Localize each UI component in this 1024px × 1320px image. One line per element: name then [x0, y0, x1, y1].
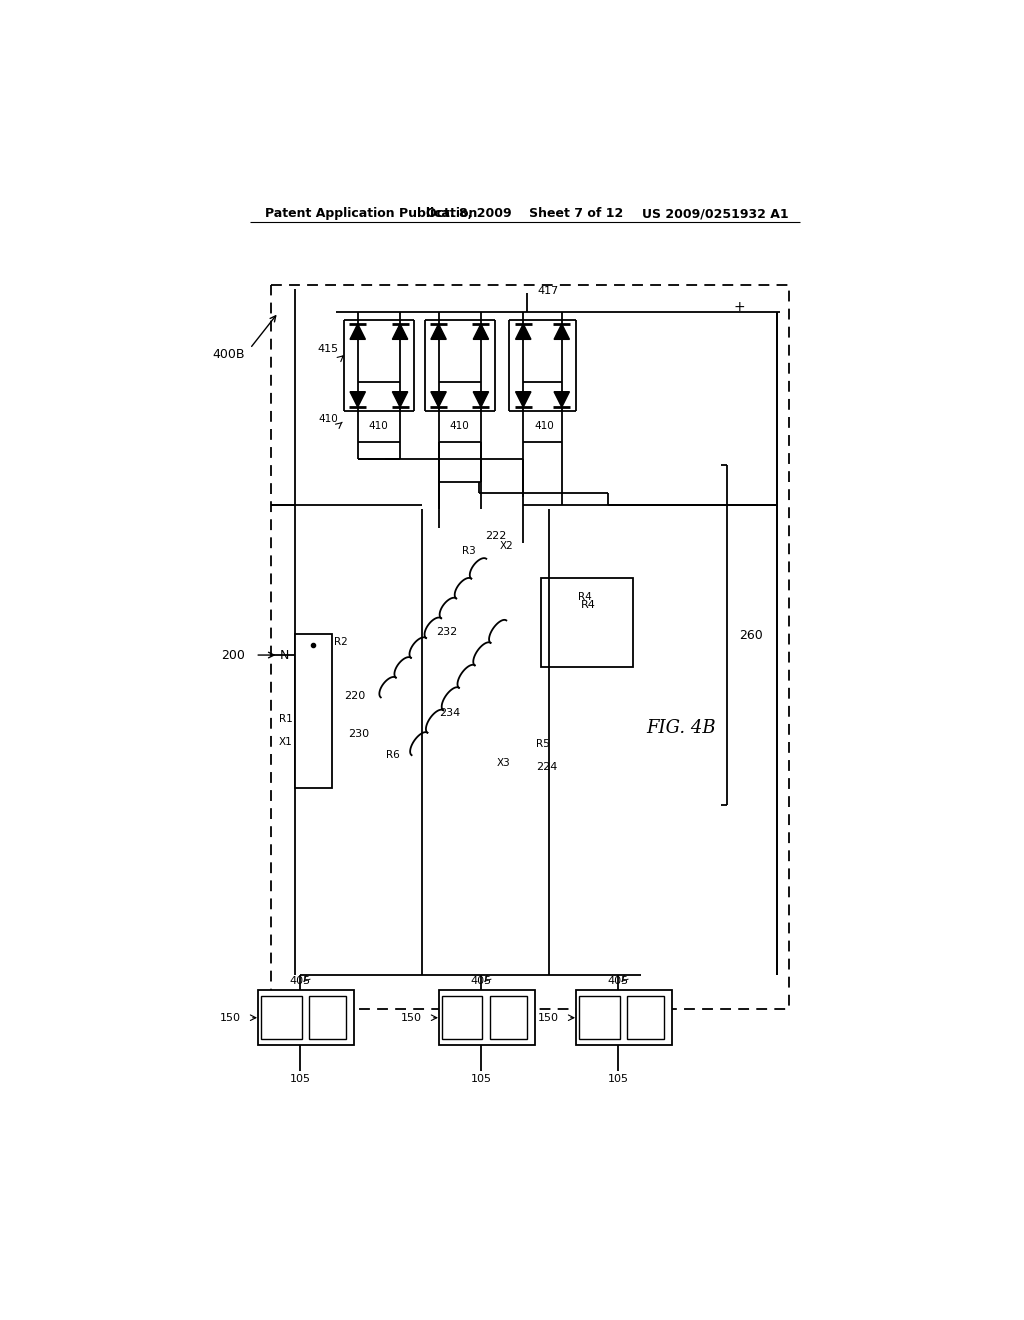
Polygon shape	[392, 323, 408, 339]
Text: 230: 230	[348, 730, 370, 739]
Bar	[309, 997, 346, 1039]
Polygon shape	[473, 323, 488, 339]
Text: FIG. 4B: FIG. 4B	[646, 719, 716, 737]
Bar	[271, 285, 788, 1010]
Polygon shape	[350, 392, 366, 407]
Text: 415: 415	[317, 345, 339, 354]
Text: US 2009/0251932 A1: US 2009/0251932 A1	[642, 207, 788, 220]
Polygon shape	[473, 392, 488, 407]
Text: X3: X3	[497, 758, 510, 768]
Text: R1: R1	[279, 714, 292, 723]
Text: 410: 410	[450, 421, 469, 430]
Text: 405: 405	[290, 975, 310, 986]
Text: 405: 405	[607, 975, 629, 986]
Text: 105: 105	[470, 1073, 492, 1084]
Polygon shape	[431, 392, 446, 407]
Text: 405: 405	[470, 975, 492, 986]
Text: X1: X1	[279, 737, 292, 747]
Polygon shape	[350, 323, 366, 339]
Text: Oct. 8, 2009    Sheet 7 of 12: Oct. 8, 2009 Sheet 7 of 12	[426, 207, 624, 220]
Text: 150: 150	[538, 1012, 559, 1023]
Text: R6: R6	[386, 750, 400, 760]
Text: R2: R2	[334, 638, 347, 647]
Bar	[541, 578, 634, 667]
Text: R4: R4	[582, 601, 596, 610]
Text: 105: 105	[290, 1073, 310, 1084]
Polygon shape	[554, 392, 569, 407]
Text: R3: R3	[462, 546, 475, 556]
Text: +: +	[733, 300, 744, 314]
Text: X2: X2	[500, 541, 514, 550]
Text: 105: 105	[607, 1073, 629, 1084]
Text: Patent Application Publication: Patent Application Publication	[265, 207, 477, 220]
Text: 417: 417	[538, 286, 558, 296]
Text: 150: 150	[400, 1012, 422, 1023]
Text: 410: 410	[535, 421, 554, 430]
Polygon shape	[515, 323, 531, 339]
Bar	[258, 990, 354, 1045]
Bar	[261, 997, 301, 1039]
Text: 150: 150	[220, 1012, 241, 1023]
Bar	[575, 990, 672, 1045]
Text: 234: 234	[439, 708, 461, 718]
Text: 200: 200	[220, 648, 245, 661]
Bar	[442, 997, 482, 1039]
Text: 410: 410	[317, 413, 338, 424]
Text: 232: 232	[435, 627, 457, 638]
Text: 260: 260	[739, 630, 763, 643]
Text: R4: R4	[578, 593, 592, 602]
Text: N: N	[280, 648, 289, 661]
Bar	[628, 997, 665, 1039]
Text: 222: 222	[485, 531, 507, 541]
Bar	[295, 635, 332, 788]
Polygon shape	[515, 392, 531, 407]
Text: 224: 224	[536, 762, 557, 772]
Bar	[490, 997, 527, 1039]
Text: 400B: 400B	[212, 348, 245, 362]
Polygon shape	[431, 323, 446, 339]
Polygon shape	[392, 392, 408, 407]
Polygon shape	[554, 323, 569, 339]
Bar	[580, 997, 620, 1039]
Bar	[438, 990, 535, 1045]
Text: 410: 410	[369, 421, 388, 430]
Text: R5: R5	[536, 739, 550, 748]
Text: 220: 220	[345, 690, 366, 701]
